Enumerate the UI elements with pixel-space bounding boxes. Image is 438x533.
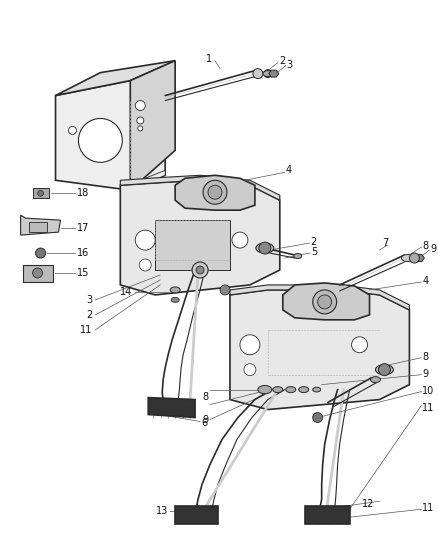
Circle shape xyxy=(203,180,227,204)
Circle shape xyxy=(264,70,272,78)
Ellipse shape xyxy=(401,255,413,262)
Ellipse shape xyxy=(286,386,296,393)
Circle shape xyxy=(244,364,256,376)
Circle shape xyxy=(259,242,271,254)
Polygon shape xyxy=(130,61,175,190)
Text: 17: 17 xyxy=(77,223,89,233)
Ellipse shape xyxy=(371,377,381,383)
Bar xyxy=(28,222,46,232)
Text: 4: 4 xyxy=(422,276,428,286)
Polygon shape xyxy=(175,506,218,524)
Ellipse shape xyxy=(294,254,302,259)
Text: 5: 5 xyxy=(311,247,317,257)
Circle shape xyxy=(313,290,337,314)
Text: 11: 11 xyxy=(80,325,92,335)
Circle shape xyxy=(38,190,43,196)
Text: 15: 15 xyxy=(77,268,89,278)
Polygon shape xyxy=(32,188,49,198)
Text: 3: 3 xyxy=(287,60,293,70)
Polygon shape xyxy=(175,175,255,210)
Ellipse shape xyxy=(258,385,272,394)
Polygon shape xyxy=(120,180,280,295)
Text: 11: 11 xyxy=(422,402,434,413)
Text: 2: 2 xyxy=(86,310,92,320)
Text: 2: 2 xyxy=(311,237,317,247)
Text: 8: 8 xyxy=(422,352,428,362)
Text: 7: 7 xyxy=(382,238,389,248)
Circle shape xyxy=(192,262,208,278)
Ellipse shape xyxy=(299,386,309,393)
Text: 6: 6 xyxy=(201,417,207,427)
Text: 4: 4 xyxy=(286,165,292,175)
Circle shape xyxy=(208,185,222,199)
Text: 8: 8 xyxy=(422,241,428,251)
Ellipse shape xyxy=(256,243,274,253)
Circle shape xyxy=(137,117,144,124)
Circle shape xyxy=(318,295,332,309)
Circle shape xyxy=(139,259,151,271)
Circle shape xyxy=(378,364,390,376)
Circle shape xyxy=(78,118,122,163)
Polygon shape xyxy=(230,285,410,310)
Ellipse shape xyxy=(170,287,180,293)
Ellipse shape xyxy=(171,297,179,302)
Polygon shape xyxy=(269,70,279,77)
Polygon shape xyxy=(414,255,424,262)
Text: 9: 9 xyxy=(422,369,428,378)
Polygon shape xyxy=(155,220,230,270)
Text: 2: 2 xyxy=(279,55,285,66)
Text: 8: 8 xyxy=(202,392,208,401)
Text: 18: 18 xyxy=(77,188,89,198)
Polygon shape xyxy=(23,265,53,282)
Circle shape xyxy=(220,285,230,295)
Circle shape xyxy=(68,126,77,134)
Circle shape xyxy=(138,126,143,131)
Circle shape xyxy=(32,268,42,278)
Text: 13: 13 xyxy=(156,506,168,516)
Circle shape xyxy=(196,266,204,274)
Polygon shape xyxy=(130,171,165,190)
Circle shape xyxy=(35,248,46,258)
Text: 10: 10 xyxy=(422,385,434,395)
Ellipse shape xyxy=(313,387,321,392)
Polygon shape xyxy=(230,290,410,409)
Polygon shape xyxy=(305,506,350,524)
Ellipse shape xyxy=(263,71,273,77)
Circle shape xyxy=(135,101,145,110)
Text: 16: 16 xyxy=(77,248,89,258)
Polygon shape xyxy=(21,215,60,235)
Polygon shape xyxy=(148,398,195,417)
Polygon shape xyxy=(120,175,280,200)
Circle shape xyxy=(240,335,260,355)
Ellipse shape xyxy=(375,365,393,375)
Circle shape xyxy=(253,69,263,78)
Text: 9: 9 xyxy=(430,244,436,254)
Polygon shape xyxy=(56,80,165,190)
Circle shape xyxy=(410,253,419,263)
Polygon shape xyxy=(56,61,175,95)
Text: 9: 9 xyxy=(202,415,208,424)
Text: 14: 14 xyxy=(120,287,132,297)
Text: 3: 3 xyxy=(86,295,92,305)
Circle shape xyxy=(232,232,248,248)
Circle shape xyxy=(352,337,367,353)
Text: 11: 11 xyxy=(422,503,434,513)
Circle shape xyxy=(313,413,323,423)
Circle shape xyxy=(135,230,155,250)
Ellipse shape xyxy=(273,386,283,393)
Text: 12: 12 xyxy=(362,499,374,509)
Polygon shape xyxy=(283,283,370,320)
Text: 1: 1 xyxy=(206,54,212,63)
